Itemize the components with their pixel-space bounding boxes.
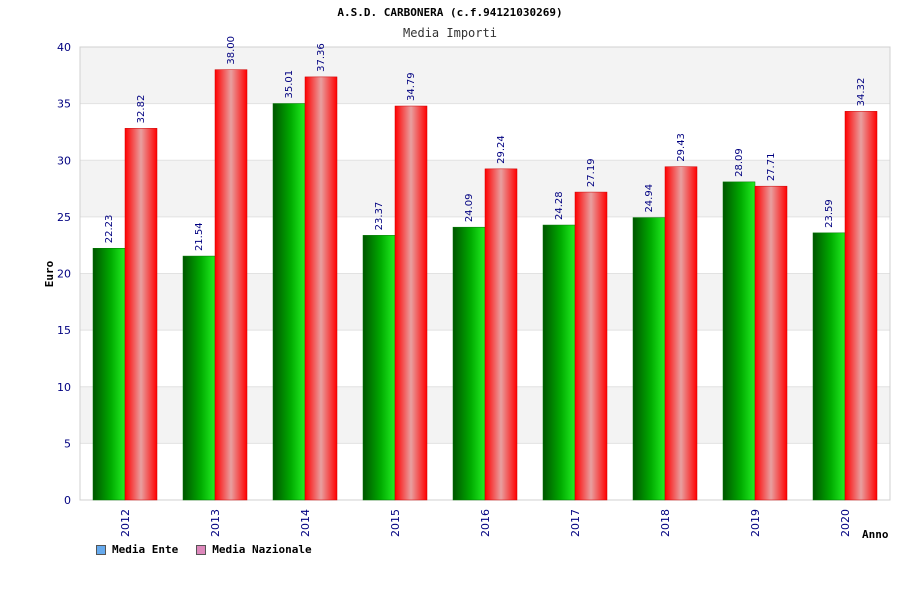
bar-media-ente [542, 224, 576, 501]
y-tick-label: 5 [64, 437, 71, 450]
data-label: 28.09 [734, 148, 745, 177]
data-labels: 22.23 32.82 21.54 38.00 35.01 37.36 23.37 34.79… [104, 36, 867, 251]
legend-item-series-1: Media Ente [96, 543, 178, 556]
data-label: 35.01 [284, 70, 295, 99]
y-tick-label: 40 [57, 41, 71, 54]
grid-band [80, 103, 890, 161]
x-tick-label: 2019 [749, 509, 762, 537]
data-label: 34.32 [856, 78, 867, 107]
y-tick-label: 10 [57, 381, 71, 394]
bar-media-ente [92, 247, 126, 501]
x-tick-label: 2016 [479, 509, 492, 537]
bar-media-ente [362, 235, 396, 501]
legend: Media Ente Media Nazionale [96, 543, 312, 556]
legend-item-series-2: Media Nazionale [196, 543, 312, 556]
bar-media-nazionale [574, 191, 608, 501]
y-tick-label: 35 [57, 98, 71, 111]
x-tick-label: 2012 [119, 509, 132, 537]
data-label: 37.36 [316, 43, 327, 72]
grid-band [80, 47, 890, 104]
legend-label-1: Media Ente [112, 543, 179, 556]
bar-media-nazionale [304, 76, 338, 501]
y-tick-label: 0 [64, 494, 71, 507]
data-label: 24.94 [644, 184, 655, 213]
bar-media-ente [722, 181, 756, 501]
data-label: 21.54 [194, 222, 205, 251]
chart-title: A.S.D. CARBONERA (c.f.94121030269) [337, 6, 562, 19]
data-label: 34.79 [406, 72, 417, 101]
bar-media-nazionale [124, 128, 158, 501]
x-tick-label: 2017 [569, 509, 582, 537]
y-axis-label: Euro [43, 260, 56, 287]
bar-media-ente [182, 255, 216, 501]
data-label: 29.43 [676, 133, 687, 162]
data-label: 23.59 [824, 199, 835, 228]
data-label: 27.71 [766, 153, 777, 182]
x-tick-label: 2013 [209, 509, 222, 537]
y-tick-label: 25 [57, 211, 71, 224]
data-label: 27.19 [586, 158, 597, 187]
data-label: 32.82 [136, 95, 147, 124]
data-label: 23.37 [374, 202, 385, 231]
bar-media-nazionale [484, 168, 518, 501]
bar-media-nazionale [754, 185, 788, 501]
chart-subtitle: Media Importi [403, 26, 497, 40]
data-label: 38.00 [226, 36, 237, 65]
data-label: 24.09 [464, 194, 475, 223]
y-tick-label: 30 [57, 154, 71, 167]
bars [92, 69, 878, 501]
x-tick-label: 2015 [389, 509, 402, 537]
x-tick-label: 2020 [839, 509, 852, 537]
bar-media-ente [632, 217, 666, 501]
legend-swatch-1 [96, 544, 106, 555]
bar-media-nazionale [214, 69, 248, 501]
y-tick-label: 20 [57, 268, 71, 281]
x-axis-ticks: 2012 2013 2014 2015 2016 2017 2018 2019 2020 [119, 509, 852, 537]
y-axis-ticks: 0 5 10 15 20 25 30 35 40 [57, 41, 71, 507]
bar-media-ente [812, 232, 846, 501]
legend-label-2: Media Nazionale [212, 543, 312, 556]
legend-swatch-2 [196, 544, 207, 555]
x-tick-label: 2014 [299, 509, 312, 537]
y-tick-label: 15 [57, 324, 71, 337]
bar-media-nazionale [844, 111, 878, 501]
x-tick-label: 2018 [659, 509, 672, 537]
data-label: 22.23 [104, 215, 115, 244]
bar-media-ente [272, 103, 306, 501]
bar-media-nazionale [394, 105, 428, 501]
bar-media-ente [452, 226, 486, 501]
data-label: 24.28 [554, 191, 565, 220]
bar-media-nazionale [664, 166, 698, 501]
data-label: 29.24 [496, 135, 507, 164]
x-axis-label: Anno [862, 528, 889, 541]
